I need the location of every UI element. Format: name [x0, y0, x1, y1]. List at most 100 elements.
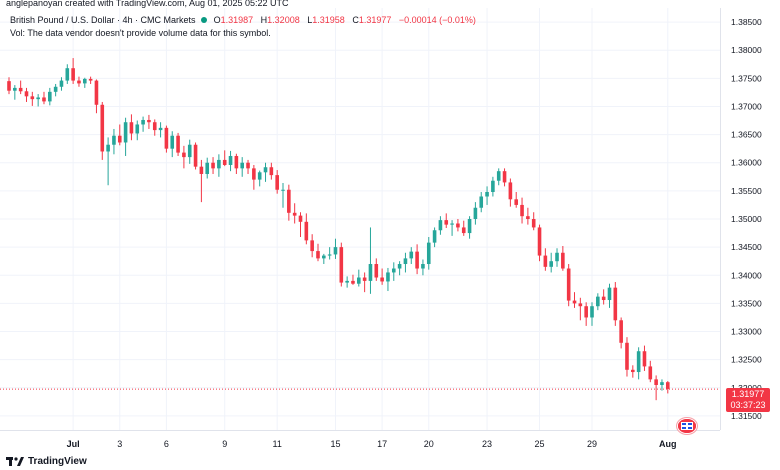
candle — [584, 302, 588, 326]
candle-body — [397, 264, 402, 269]
candle-body — [316, 251, 320, 259]
candle — [660, 379, 664, 391]
candle — [566, 264, 571, 307]
candle — [176, 132, 180, 156]
candle — [636, 347, 641, 380]
candle-body — [549, 261, 553, 267]
candle — [65, 64, 70, 84]
candle-body — [59, 80, 64, 87]
candle-body — [526, 216, 530, 219]
candle-body — [257, 172, 262, 180]
price-axis[interactable]: 1.38500 1.38000 1.37500 1.37000 1.36500 1.360… — [720, 8, 780, 430]
candle-body — [7, 81, 11, 91]
candle — [601, 289, 606, 305]
time-tick-label: 29 — [587, 439, 597, 449]
price-tick-label: 1.34500 — [731, 242, 762, 252]
candle-body — [660, 382, 664, 385]
chart-legend: British Pound / U.S. Dollar · 4h · CMC M… — [10, 14, 476, 40]
candle-body — [368, 264, 373, 281]
candle — [502, 168, 507, 187]
candle-body — [613, 287, 618, 321]
candle-body — [473, 207, 478, 219]
candle — [71, 58, 75, 84]
candle-body — [147, 119, 151, 123]
time-tick-label: Jul — [67, 439, 80, 449]
candle — [351, 274, 355, 285]
candle — [18, 80, 23, 95]
candle-body — [13, 87, 17, 91]
candle-body — [438, 220, 443, 231]
candle-body — [485, 191, 489, 197]
uk-flag-icon[interactable] — [677, 418, 697, 434]
low-label: L — [307, 15, 313, 25]
price-tick-label: 1.37000 — [731, 101, 762, 111]
footer-brand: TradingView — [28, 456, 87, 467]
candle — [438, 216, 443, 235]
candle — [310, 234, 314, 258]
candle — [316, 243, 320, 262]
candle — [450, 220, 454, 236]
candle — [432, 227, 437, 248]
candle — [246, 159, 250, 174]
price-tick-label: 1.32500 — [731, 355, 762, 365]
candle — [112, 128, 116, 155]
candle — [403, 252, 408, 273]
candle-body — [292, 212, 297, 216]
candle-body — [648, 366, 653, 380]
close-value: 1.31977 — [358, 15, 392, 25]
price-tick-label: 1.37500 — [731, 73, 762, 83]
candle-body — [514, 199, 519, 205]
candlestick-chart[interactable] — [0, 8, 720, 430]
candle-body — [619, 320, 623, 343]
candle-body — [135, 124, 140, 134]
candle-body — [24, 91, 29, 97]
time-tick-label: 23 — [482, 439, 492, 449]
candle-body — [327, 254, 332, 256]
high-value: 1.32008 — [267, 15, 300, 25]
candle-body — [450, 223, 454, 225]
time-axis[interactable]: Jul 3 6 9 11 15 17 20 23 25 29 Aug — [0, 430, 720, 455]
candle — [362, 272, 367, 293]
candle — [537, 224, 542, 262]
bar-countdown: 03:37:23 — [730, 400, 766, 410]
candle-body — [409, 251, 414, 259]
candle-body — [88, 78, 93, 81]
candle — [619, 317, 623, 349]
candle-body — [654, 379, 658, 385]
candle-body — [281, 189, 285, 191]
candle-body — [269, 167, 274, 176]
time-tick-label: 20 — [424, 439, 434, 449]
candle — [53, 83, 58, 97]
price-tick-label: 1.33500 — [731, 298, 762, 308]
candle-body — [199, 166, 204, 174]
candle-body — [71, 68, 75, 81]
candle-body — [152, 122, 157, 131]
time-tick-label: 9 — [222, 439, 227, 449]
open-value: 1.31987 — [220, 15, 254, 25]
candle — [7, 77, 11, 95]
candle — [205, 157, 210, 179]
candle-body — [129, 122, 134, 134]
candle-body — [164, 127, 169, 149]
candle — [444, 213, 449, 229]
symbol-title[interactable]: British Pound / U.S. Dollar · 4h · CMC M… — [10, 15, 196, 25]
candle-body — [351, 280, 355, 284]
close-label: C — [352, 15, 359, 25]
candle — [88, 76, 93, 84]
candle-body — [555, 252, 559, 262]
candle-body — [187, 144, 192, 158]
candle-body — [339, 247, 344, 283]
candle — [106, 137, 110, 186]
candle — [292, 203, 297, 224]
candle-body — [403, 258, 408, 265]
candle — [304, 213, 309, 245]
chart-plot-area[interactable] — [0, 8, 720, 430]
candle — [30, 91, 35, 106]
candle-body — [100, 104, 105, 152]
candle — [287, 184, 291, 221]
candle — [13, 85, 17, 100]
candle — [357, 269, 361, 287]
candle — [555, 248, 559, 267]
candle-body — [374, 264, 379, 278]
candle — [333, 238, 338, 259]
